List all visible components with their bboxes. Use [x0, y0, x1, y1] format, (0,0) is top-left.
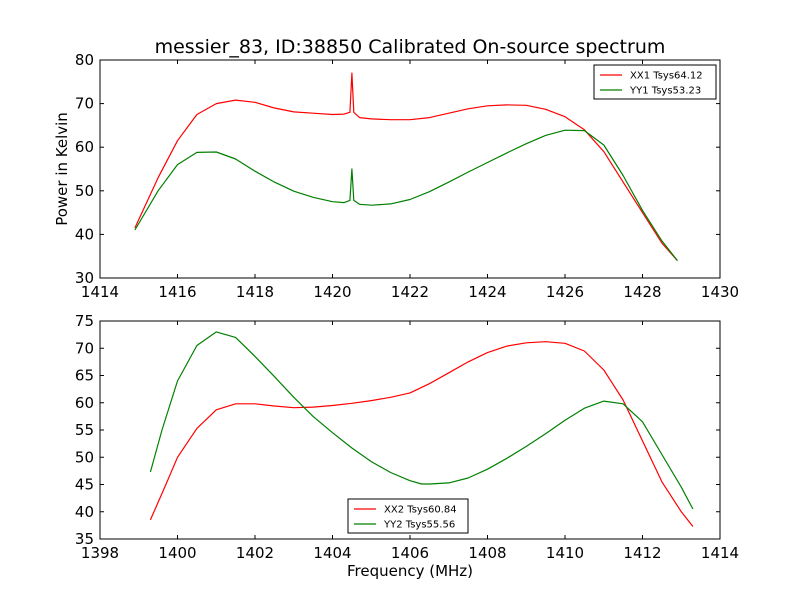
y-tick-label: 70 [75, 95, 94, 113]
y-tick-label: 75 [75, 312, 94, 330]
y-tick-label: 60 [75, 138, 94, 156]
legend-box [347, 498, 469, 534]
y-tick-label: 35 [75, 530, 94, 548]
series-line-2 [134, 129, 678, 261]
x-tick-label: 1410 [546, 544, 584, 562]
y-tick-label: 80 [75, 51, 94, 69]
x-tick-label: 1406 [391, 544, 429, 562]
legend: XX1 Tsys64.12 YY1 Tsys53.23 [593, 64, 717, 100]
bottom-chart-xlabel: Frequency (MHz) [347, 562, 473, 580]
x-tick-label: 1414 [81, 283, 119, 301]
x-tick-label: 1404 [313, 544, 351, 562]
legend-label-2: YY1 Tsys53.23 [629, 86, 701, 97]
top-chart-title: messier_83, ID:38850 Calibrated On-sourc… [155, 36, 666, 58]
y-tick-label: 50 [75, 448, 94, 466]
y-tick-label: 50 [75, 182, 94, 200]
legend-label-1: XX2 Tsys60.84 [384, 505, 457, 516]
x-tick-label: 1424 [468, 283, 506, 301]
legend-box [593, 64, 717, 100]
x-tick-label: 1426 [546, 283, 584, 301]
series-line-1 [149, 341, 694, 527]
y-tick-label: 70 [75, 339, 94, 357]
x-tick-label: 1412 [623, 544, 661, 562]
x-tick-label: 1422 [391, 283, 429, 301]
y-tick-label: 60 [75, 394, 94, 412]
series-line-1 [134, 72, 678, 261]
y-tick-label: 65 [75, 367, 94, 385]
x-tick-label: 1416 [158, 283, 196, 301]
y-tick-label: 45 [75, 476, 94, 494]
top-chart-ylabel: Power in Kelvin [53, 112, 71, 226]
x-tick-label: 1398 [81, 544, 119, 562]
x-tick-label: 1400 [158, 544, 196, 562]
x-tick-label: 1402 [236, 544, 274, 562]
x-tick-label: 1418 [236, 283, 274, 301]
x-tick-label: 1414 [701, 544, 739, 562]
series-line-2 [149, 331, 694, 510]
y-tick-label: 30 [75, 269, 94, 287]
legend: XX2 Tsys60.84 YY2 Tsys55.56 [347, 498, 469, 534]
legend-label-2: YY2 Tsys55.56 [383, 520, 455, 531]
x-tick-label: 1420 [313, 283, 351, 301]
top-chart-plot: 1414 1416 1418 1420 1422 1424 1426 1428 1430 30 40… [75, 51, 739, 301]
x-tick-label: 1428 [623, 283, 661, 301]
x-tick-label: 1430 [701, 283, 739, 301]
y-tick-label: 55 [75, 421, 94, 439]
bottom-chart-plot: 1398 1400 1402 1404 1406 1408 1410 1412 1414 35 40… [75, 312, 739, 562]
x-tick-label: 1408 [468, 544, 506, 562]
legend-label-1: XX1 Tsys64.12 [630, 71, 703, 82]
y-tick-label: 40 [75, 225, 94, 243]
y-tick-label: 40 [75, 503, 94, 521]
